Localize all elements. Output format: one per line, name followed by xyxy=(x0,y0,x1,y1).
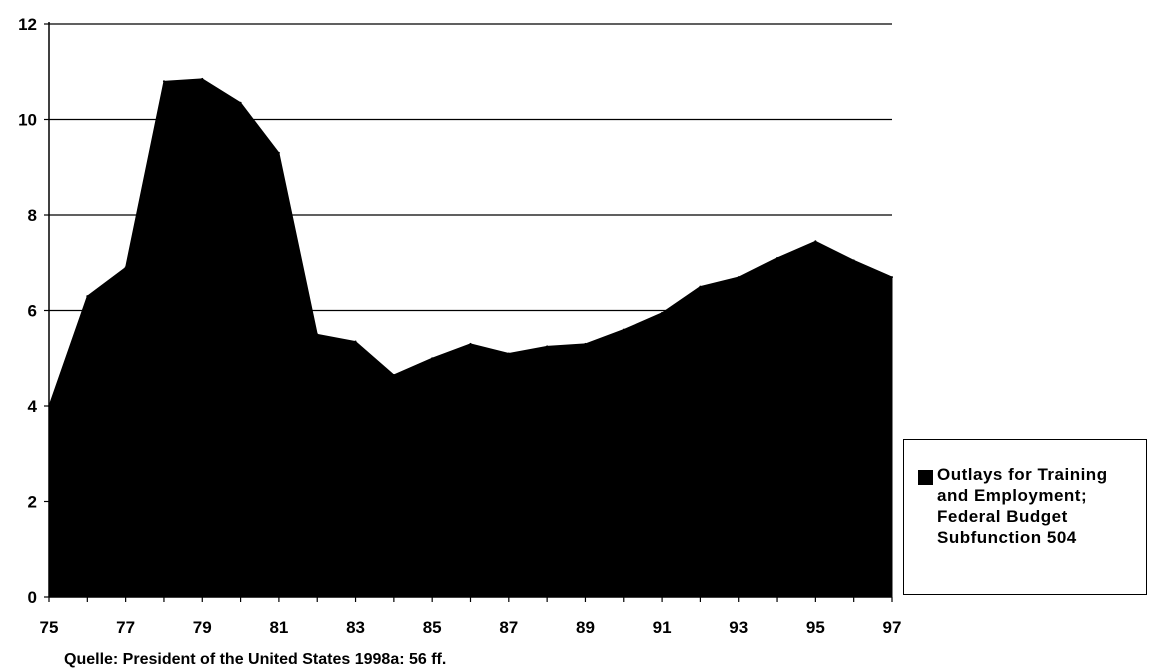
y-tick-label: 10 xyxy=(18,111,37,130)
data-point xyxy=(661,311,664,314)
x-tick-label: 93 xyxy=(729,618,748,637)
data-point xyxy=(891,276,893,279)
data-point xyxy=(776,256,779,259)
data-point xyxy=(431,357,434,360)
y-tick-label: 0 xyxy=(28,588,37,607)
x-tick-label: 89 xyxy=(576,618,595,637)
y-tick-label: 2 xyxy=(28,493,37,512)
data-point xyxy=(469,342,472,345)
area-series xyxy=(48,78,893,598)
y-tick-label: 6 xyxy=(28,302,37,321)
data-point xyxy=(162,80,165,83)
data-point xyxy=(86,295,89,298)
x-tick-label: 97 xyxy=(883,618,902,637)
source-note: Quelle: President of the United States 1… xyxy=(64,651,447,668)
x-tick-label: 95 xyxy=(806,618,825,637)
legend-label: Outlays for Training and Employment; Fed… xyxy=(937,465,1108,547)
y-tick-label: 4 xyxy=(28,397,38,416)
data-point xyxy=(392,373,395,376)
data-point xyxy=(622,328,625,331)
legend-swatch xyxy=(918,470,933,485)
y-tick-label: 12 xyxy=(18,15,37,34)
data-point xyxy=(316,333,319,336)
x-tick-label: 79 xyxy=(193,618,212,637)
y-tick-label: 8 xyxy=(28,206,37,225)
data-point xyxy=(699,285,702,288)
data-point xyxy=(584,342,587,345)
x-tick-label: 91 xyxy=(653,618,672,637)
chart-legend: Outlays for Training and Employment; Fed… xyxy=(903,439,1147,595)
data-point xyxy=(124,266,127,269)
x-tick-label: 77 xyxy=(116,618,135,637)
x-tick-label: 83 xyxy=(346,618,365,637)
x-tick-label: 75 xyxy=(40,618,59,637)
data-point xyxy=(546,345,549,348)
data-point xyxy=(354,340,357,343)
data-point xyxy=(507,352,510,355)
data-point xyxy=(239,101,242,104)
x-tick-label: 81 xyxy=(269,618,288,637)
data-point xyxy=(277,151,280,154)
data-point xyxy=(852,259,855,262)
data-point xyxy=(201,77,204,80)
x-tick-label: 87 xyxy=(499,618,518,637)
data-point xyxy=(737,276,740,279)
data-point xyxy=(814,240,817,243)
x-tick-label: 85 xyxy=(423,618,442,637)
